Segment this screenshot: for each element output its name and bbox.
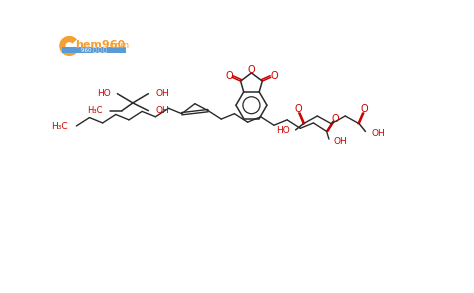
Text: HO: HO: [276, 126, 290, 135]
Text: OH: OH: [334, 137, 347, 146]
Text: O: O: [331, 114, 339, 124]
Text: .com: .com: [107, 41, 129, 50]
Text: O: O: [270, 71, 278, 81]
FancyBboxPatch shape: [63, 47, 126, 53]
Text: 960 化 工 网: 960 化 工 网: [82, 47, 107, 53]
Text: O: O: [294, 104, 302, 114]
Text: H₃C: H₃C: [51, 122, 68, 130]
Text: O: O: [225, 71, 233, 81]
Text: O: O: [361, 104, 368, 114]
Text: OH: OH: [155, 106, 169, 115]
Text: HO: HO: [97, 89, 110, 98]
Text: OH: OH: [155, 89, 169, 98]
Text: hem960: hem960: [75, 40, 126, 50]
Text: H₃C: H₃C: [87, 106, 103, 115]
Text: O: O: [247, 65, 255, 75]
Text: OH: OH: [372, 129, 385, 138]
